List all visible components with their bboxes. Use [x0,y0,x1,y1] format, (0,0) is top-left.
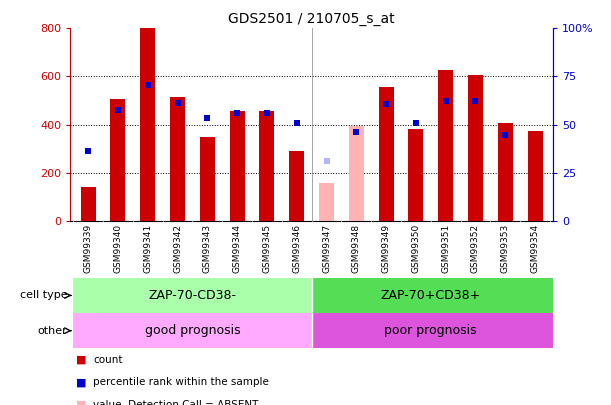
Bar [170,97,185,221]
Text: percentile rank within the sample: percentile rank within the sample [93,377,269,387]
Text: GSM99350: GSM99350 [411,224,420,273]
Bar [73,278,312,313]
Bar [468,75,483,221]
Text: GSM99342: GSM99342 [173,224,182,273]
Text: ZAP-70+CD38+: ZAP-70+CD38+ [381,289,481,302]
Bar [200,137,215,221]
Bar [73,313,312,348]
Text: GSM99349: GSM99349 [382,224,390,273]
Text: value, Detection Call = ABSENT: value, Detection Call = ABSENT [93,400,259,405]
Text: good prognosis: good prognosis [145,324,240,337]
Text: cell type: cell type [20,290,67,301]
Bar [111,99,125,221]
Bar [498,124,513,221]
Text: count: count [93,355,123,365]
Text: GSM99348: GSM99348 [352,224,361,273]
Text: GSM99344: GSM99344 [233,224,241,273]
Text: GSM99353: GSM99353 [501,224,510,273]
Text: GSM99351: GSM99351 [441,224,450,273]
Bar [379,87,393,221]
Bar [260,111,274,221]
Text: poor prognosis: poor prognosis [384,324,477,337]
Bar [408,129,423,221]
Text: GSM99339: GSM99339 [84,224,93,273]
Text: GSM99340: GSM99340 [114,224,122,273]
Text: other: other [37,326,67,336]
Bar [349,126,364,221]
Bar [528,130,543,221]
Bar [319,183,334,221]
Bar [438,70,453,221]
Text: GSM99352: GSM99352 [471,224,480,273]
Bar [81,187,95,221]
Text: ■: ■ [76,355,87,365]
Bar [230,111,244,221]
Text: GSM99343: GSM99343 [203,224,212,273]
Text: ZAP-70-CD38-: ZAP-70-CD38- [148,289,236,302]
Bar [312,278,565,313]
Bar [312,313,565,348]
Bar [289,151,304,221]
Text: GSM99345: GSM99345 [262,224,271,273]
Text: GSM99354: GSM99354 [530,224,540,273]
Bar [141,28,155,221]
Text: ■: ■ [76,377,87,387]
Text: GSM99347: GSM99347 [322,224,331,273]
Text: ■: ■ [76,400,87,405]
Text: GSM99346: GSM99346 [292,224,301,273]
Text: GSM99341: GSM99341 [143,224,152,273]
Title: GDS2501 / 210705_s_at: GDS2501 / 210705_s_at [229,12,395,26]
